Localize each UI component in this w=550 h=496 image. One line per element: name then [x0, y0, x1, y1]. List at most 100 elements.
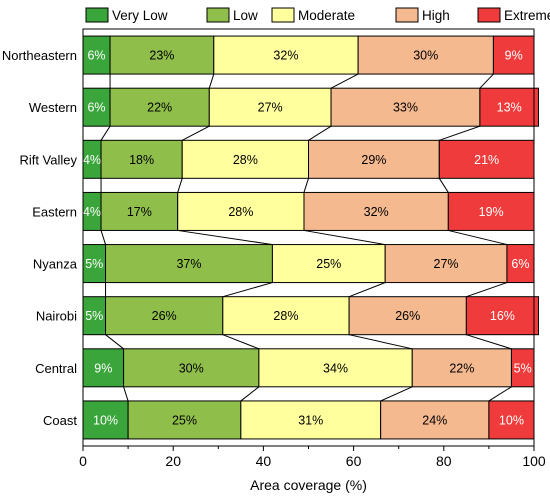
- legend-box: [83, 4, 534, 26]
- bar-rift-valley-high: [308, 139, 440, 179]
- data-label: 21%: [474, 153, 499, 167]
- y-tick-label: Central: [35, 361, 77, 376]
- y-tick-label: Coast: [43, 413, 77, 428]
- data-label: 25%: [316, 257, 341, 271]
- data-label: 22%: [147, 101, 172, 115]
- data-label: 30%: [413, 49, 438, 63]
- bar-central-moderate: [258, 348, 413, 388]
- legend-swatch-moderate: [271, 7, 295, 23]
- data-label: 34%: [323, 361, 348, 375]
- data-label: 28%: [228, 205, 253, 219]
- data-label: 5%: [514, 361, 532, 375]
- data-label: 6%: [511, 257, 529, 271]
- data-label: 37%: [176, 257, 201, 271]
- data-label: 10%: [93, 413, 118, 427]
- x-tick-label: 60: [346, 453, 362, 469]
- x-tick-label: 80: [436, 453, 452, 469]
- data-label: 25%: [172, 413, 197, 427]
- data-label: 27%: [434, 257, 459, 271]
- data-label: 22%: [449, 361, 474, 375]
- bar-nyanza-extremely-high: [506, 244, 535, 284]
- data-label: 24%: [422, 413, 447, 427]
- bar-rift-valley-moderate: [181, 139, 309, 179]
- data-label: 10%: [499, 413, 524, 427]
- bar-coast-low: [127, 400, 242, 440]
- connector-line: [105, 334, 124, 350]
- connector-line: [438, 178, 449, 193]
- data-label: 33%: [393, 101, 418, 115]
- bar-western-high: [330, 87, 481, 127]
- bar-nyanza-high: [384, 244, 508, 284]
- connector-line: [466, 282, 508, 298]
- x-tick-label: 100: [522, 453, 546, 469]
- bar-eastern-extremely-high: [447, 191, 535, 231]
- bar-western-very-low: [82, 87, 111, 127]
- connector-line: [100, 125, 111, 141]
- bar-nairobi-low: [105, 296, 224, 336]
- data-label: 4%: [83, 153, 101, 167]
- x-tick-label: 20: [165, 453, 181, 469]
- connector-line: [123, 386, 129, 402]
- connector-line: [181, 125, 210, 141]
- bar-western-extremely-high: [479, 87, 540, 127]
- bar-northeastern-high: [357, 35, 494, 75]
- data-label: 32%: [364, 205, 389, 219]
- x-tick-label: 0: [79, 453, 87, 469]
- bar-northeastern-moderate: [213, 35, 359, 75]
- connector-line: [208, 73, 215, 89]
- connector-line: [348, 334, 413, 350]
- y-tick-label: Western: [29, 100, 77, 115]
- data-label: 28%: [233, 153, 258, 167]
- connector-line: [448, 229, 508, 246]
- connector-line: [222, 282, 273, 298]
- data-label: 30%: [179, 361, 204, 375]
- data-label: 26%: [152, 309, 177, 323]
- bar-western-moderate: [208, 87, 332, 127]
- y-tick-label: Nyanza: [33, 257, 78, 272]
- connector-line: [177, 229, 273, 246]
- connector-line: [479, 73, 494, 89]
- data-label: 23%: [149, 49, 174, 63]
- connector-line: [222, 334, 260, 350]
- data-label: 13%: [497, 101, 522, 115]
- bar-northeastern-low: [109, 35, 215, 75]
- data-label: 29%: [361, 153, 386, 167]
- connector-line: [240, 386, 260, 402]
- connector-line: [177, 178, 183, 193]
- connector-line: [100, 230, 107, 245]
- legend-swatch-extremely-high: [477, 7, 501, 23]
- y-tick-label: Nairobi: [36, 309, 77, 324]
- bar-central-very-low: [82, 348, 125, 388]
- data-label: 19%: [479, 205, 504, 219]
- bar-coast-extremely-high: [488, 400, 535, 440]
- connector-line: [308, 125, 332, 141]
- legend-swatch-low: [206, 7, 230, 23]
- legend-label-low: Low: [233, 8, 258, 23]
- data-label: 16%: [490, 309, 515, 323]
- bar-northeastern-extremely-high: [492, 35, 535, 75]
- connector-line: [330, 73, 359, 89]
- connector-line: [303, 178, 309, 193]
- connector-line: [466, 334, 512, 350]
- bar-eastern-high: [303, 191, 449, 231]
- data-label: 5%: [85, 309, 103, 323]
- legend-swatch-high: [395, 7, 419, 23]
- connector-line: [380, 386, 413, 402]
- y-tick-label: Northeastern: [2, 48, 77, 63]
- data-label: 6%: [87, 49, 105, 63]
- connector-line: [303, 229, 386, 246]
- legend-label-extremely-high: Extremely High: [504, 8, 550, 23]
- bar-northeastern-very-low: [82, 35, 111, 75]
- x-tick-label: 40: [256, 453, 272, 469]
- data-label: 32%: [273, 49, 298, 63]
- connector-line: [439, 125, 481, 141]
- data-label: 17%: [127, 205, 152, 219]
- legend-swatch-very-low: [85, 7, 109, 23]
- data-label: 9%: [94, 361, 112, 375]
- y-tick-label: Eastern: [32, 204, 77, 219]
- data-label: 9%: [505, 49, 523, 63]
- bar-coast-moderate: [240, 400, 382, 440]
- bar-coast-very-low: [82, 400, 129, 440]
